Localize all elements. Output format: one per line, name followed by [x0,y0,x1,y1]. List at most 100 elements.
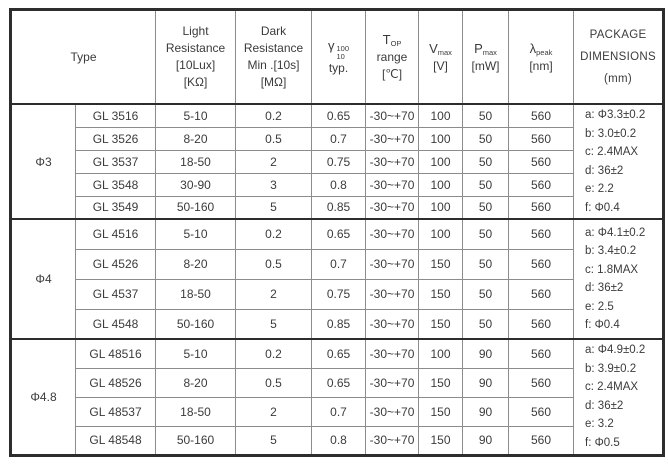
package-dim-line: e: 3.2 [585,418,614,431]
dark-resistance-cell: 5 [235,308,313,340]
gamma-cell: 0.85 [311,308,367,340]
vmax-cell: 100 [418,218,464,250]
pmax-cell: 50 [462,218,510,250]
vmax-cell: 100 [418,338,464,369]
package-dim-line: a: Φ3.3±0.2 [585,109,646,121]
top-range-cell: -30~+70 [365,126,420,151]
package-dim-line: c: 1.8MAX [585,263,639,276]
dark-resistance-cell: 5 [235,195,313,220]
header-pmax: Pmax [mW] [462,9,510,105]
package-dim-line: f: Φ0.4 [585,319,620,331]
light-resistance-cell: 18-50 [155,149,237,174]
lambda-cell: 560 [508,149,575,174]
pmax-cell: 90 [462,367,510,398]
model-cell: GL 4548 [74,308,157,340]
header-package-dimensions: PACKAGE DIMENSIONS (mm) [573,9,665,105]
model-cell: GL 4516 [74,218,157,250]
model-cell: GL 3549 [74,195,157,220]
package-dim-line: a: Φ4.1±0.2 [585,226,646,239]
gamma-symbol: γ [328,38,335,53]
spec-table: Type Light Resistance [10Lux] [KΩ] Dark … [9,8,666,457]
pmax-cell: 50 [462,172,510,197]
top-range-cell: -30~+70 [365,103,420,128]
table-row: GL 3549 50-160 5 0.85 -30~+70 100 50 560 [11,195,664,220]
lambda-cell: 560 [508,248,575,280]
model-cell: GL 3526 [74,126,157,151]
model-cell: GL 48516 [74,338,157,369]
dark-resistance-cell: 0.2 [235,338,313,369]
light-resistance-cell: 30-90 [155,172,237,197]
table-row: GL 3537 18-50 2 0.75 -30~+70 100 50 560 [11,149,664,174]
dark-resistance-cell: 3 [235,172,313,197]
vmax-cell: 100 [418,195,464,220]
dark-resistance-cell: 5 [235,425,313,456]
package-dim-line: e: 2.2 [585,183,614,195]
table-row: Φ3 GL 3516 5-10 0.2 0.65 -30~+70 100 50 … [10,103,665,220]
pmax-cell: 90 [462,338,510,369]
lambda-cell: 560 [508,218,575,250]
dark-resistance-cell: 2 [235,278,313,310]
table-row: GL 3526 8-20 0.5 0.7 -30~+70 100 50 560 [11,126,664,151]
pmax-cell: 90 [462,425,510,456]
table-row: Φ4 GL 4516 5-10 0.2 0.65 -30~+70 100 50 … [10,218,665,340]
model-cell: GL 48526 [74,367,157,398]
vmax-cell: 150 [418,248,464,280]
lambda-cell: 560 [508,425,575,456]
gamma-cell: 0.65 [311,103,367,128]
lambda-cell: 560 [508,278,575,310]
lambda-cell: 560 [508,103,575,128]
table-row: Φ4.8 GL 48516 5-10 0.2 0.65 -30~+70 100 … [10,338,665,456]
light-resistance-cell: 5-10 [155,103,237,128]
light-resistance-cell: 50-160 [155,195,237,220]
header-type: Type [9,9,157,105]
package-dimensions-cell: a: Φ3.3±0.2 b: 3.0±0.2 c: 2.4MAX d: 36±2… [573,103,665,220]
package-dim-line: d: 36±2 [585,399,624,412]
gamma-cell: 0.65 [311,218,367,250]
vmax-cell: 150 [418,308,464,340]
pmax-cell: 50 [462,308,510,340]
lambda-cell: 560 [508,396,575,427]
vmax-cell: 150 [418,367,464,398]
table-row: GL 4526 8-20 0.5 0.7 -30~+70 150 50 560 [11,248,664,280]
header-gamma: γ 100 10 typ. [311,9,367,105]
top-range-cell: -30~+70 [365,278,420,310]
lambda-cell: 560 [508,126,575,151]
dark-resistance-cell: 2 [235,149,313,174]
model-cell: GL 4526 [74,248,157,280]
top-range-cell: -30~+70 [365,195,420,220]
dark-resistance-cell: 0.5 [235,367,313,398]
lambda-cell: 560 [508,367,575,398]
vmax-cell: 100 [418,126,464,151]
table-row: GL 3548 30-90 3 0.8 -30~+70 100 50 560 [11,172,664,197]
pmax-cell: 50 [462,248,510,280]
vmax-cell: 100 [418,103,464,128]
light-resistance-cell: 8-20 [155,126,237,151]
header-light-resistance: Light Resistance [10Lux] [KΩ] [155,9,237,105]
gamma-cell: 0.65 [311,367,367,398]
pmax-cell: 50 [462,149,510,174]
type-group-cell: Φ4.8 [10,338,76,456]
table-row: GL 48548 50-160 5 0.8 -30~+70 150 90 560 [11,425,664,456]
top-range-cell: -30~+70 [365,149,420,174]
package-dim-line: c: 2.4MAX [585,146,639,158]
table-row: GL 4548 50-160 5 0.85 -30~+70 150 50 560 [11,308,664,340]
lambda-cell: 560 [508,338,575,369]
top-range-cell: -30~+70 [365,218,420,250]
package-dim-line: b: 3.9±0.2 [585,362,637,375]
table-row: GL 48537 18-50 2 0.7 -30~+70 150 90 560 [11,396,664,427]
gamma-cell: 0.65 [311,338,367,369]
pmax-cell: 50 [462,278,510,310]
light-resistance-cell: 5-10 [155,338,237,369]
vmax-cell: 150 [418,278,464,310]
dark-resistance-cell: 0.2 [235,103,313,128]
package-dimensions-cell: a: Φ4.1±0.2 b: 3.4±0.2 c: 1.8MAX d: 36±2… [573,218,665,340]
model-cell: GL 3548 [74,172,157,197]
vmax-cell: 150 [418,396,464,427]
package-dim-line: b: 3.4±0.2 [585,245,637,257]
pmax-cell: 50 [462,126,510,151]
pmax-cell: 90 [462,396,510,427]
package-dim-line: f: Φ0.4 [585,201,620,214]
header-dark-resistance: Dark Resistance Min .[10s] [MΩ] [235,9,313,105]
light-resistance-cell: 18-50 [155,278,237,310]
